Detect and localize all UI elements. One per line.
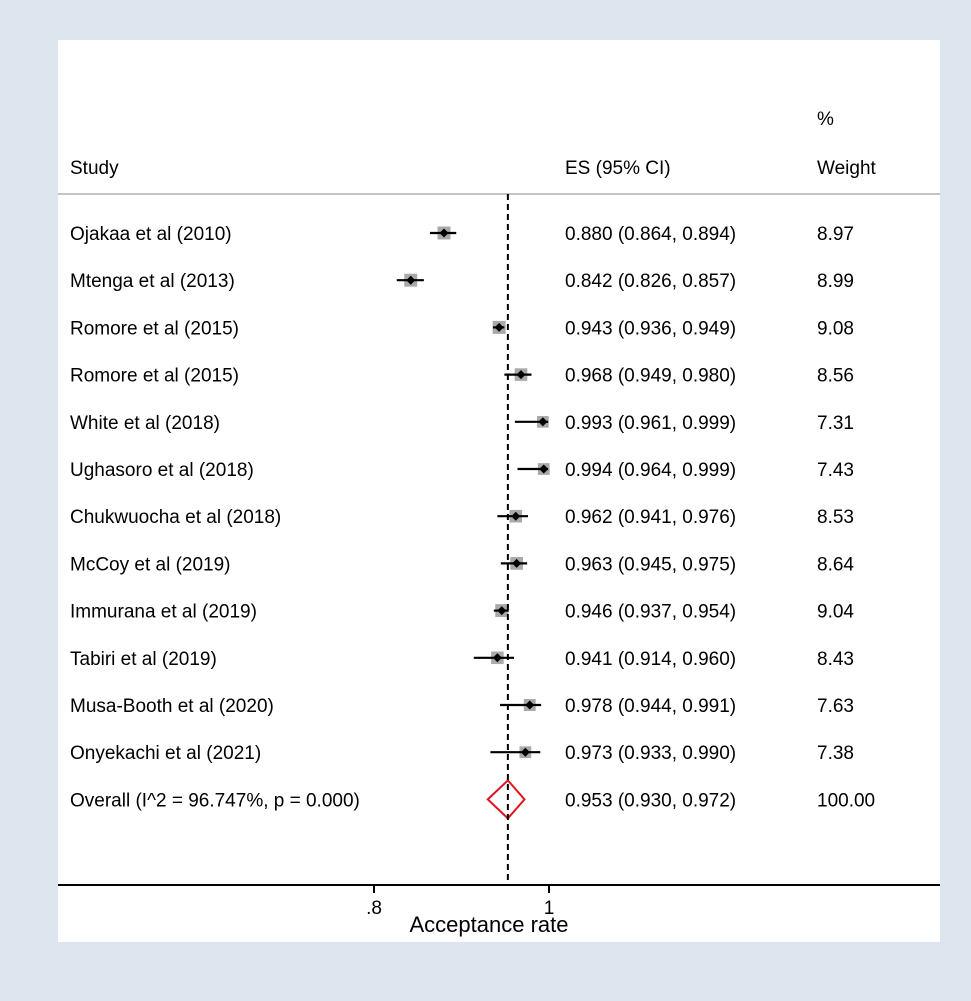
study-point-estimate <box>439 228 449 238</box>
study-label: Romore et al (2015) <box>70 318 239 339</box>
overall-label: Overall (I^2 = 96.747%, p = 0.000) <box>70 790 360 811</box>
study-weight: 9.08 <box>817 318 854 339</box>
study-point-estimate <box>492 653 502 663</box>
study-weight: 8.56 <box>817 366 854 387</box>
study-label: Romore et al (2015) <box>70 366 239 387</box>
x-tick-label: .8 <box>366 898 382 919</box>
study-label: McCoy et al (2019) <box>70 554 231 575</box>
study-weight: 8.99 <box>817 271 854 292</box>
study-point-estimate <box>525 700 535 710</box>
x-axis-ticks: .8 1 <box>366 885 554 919</box>
study-es-ci: 0.968 (0.949, 0.980) <box>565 366 736 387</box>
study-label: Ojakaa et al (2010) <box>70 224 232 245</box>
study-weight: 7.63 <box>817 696 854 717</box>
study-point-estimate <box>538 417 548 427</box>
study-weight: 8.43 <box>817 649 854 670</box>
column-header-study: Study <box>70 158 119 179</box>
study-es-ci: 0.946 (0.937, 0.954) <box>565 602 736 623</box>
x-axis-title: Acceptance rate <box>410 912 569 937</box>
study-weight: 8.97 <box>817 224 854 245</box>
study-point-estimate <box>520 747 530 757</box>
study-point-estimate <box>516 370 526 380</box>
study-es-ci: 0.941 (0.914, 0.960) <box>565 649 736 670</box>
column-header-weight-percent: % <box>817 109 834 130</box>
study-weight: 9.04 <box>817 602 854 623</box>
study-es-ci: 0.993 (0.961, 0.999) <box>565 413 736 434</box>
overall-es-ci: 0.953 (0.930, 0.972) <box>565 790 736 811</box>
study-label: Musa-Booth et al (2020) <box>70 696 274 717</box>
study-es-ci: 0.973 (0.933, 0.990) <box>565 743 736 764</box>
column-header-es: ES (95% CI) <box>565 158 671 179</box>
study-label: Chukwuocha et al (2018) <box>70 507 281 528</box>
study-label: Immurana et al (2019) <box>70 602 257 623</box>
study-point-estimate <box>406 275 416 285</box>
study-es-ci: 0.842 (0.826, 0.857) <box>565 271 736 292</box>
study-point-estimate <box>539 464 549 474</box>
study-es-ci: 0.880 (0.864, 0.894) <box>565 224 736 245</box>
study-point-estimate <box>511 511 521 521</box>
study-es-ci: 0.943 (0.936, 0.949) <box>565 318 736 339</box>
study-weight: 8.64 <box>817 554 854 575</box>
forest-plot-panel: Study ES (95% CI) % Weight Ojakaa et al … <box>58 40 940 942</box>
study-weight: 7.31 <box>817 413 854 434</box>
study-weight: 7.43 <box>817 460 854 481</box>
x-tick-label: 1 <box>544 898 555 919</box>
study-es-ci: 0.994 (0.964, 0.999) <box>565 460 736 481</box>
study-es-ci: 0.963 (0.945, 0.975) <box>565 554 736 575</box>
forest-marks: Ojakaa et al (2010) 0.880 (0.864, 0.894) 8… <box>70 194 875 885</box>
study-weight: 8.53 <box>817 507 854 528</box>
study-label: Mtenga et al (2013) <box>70 271 235 292</box>
column-header-weight: Weight <box>817 158 877 179</box>
study-label: Tabiri et al (2019) <box>70 649 217 670</box>
study-es-ci: 0.978 (0.944, 0.991) <box>565 696 736 717</box>
study-es-ci: 0.962 (0.941, 0.976) <box>565 507 736 528</box>
study-label: Ughasoro et al (2018) <box>70 460 254 481</box>
study-point-estimate <box>497 606 507 616</box>
study-label: Onyekachi et al (2021) <box>70 743 261 764</box>
study-weight: 7.38 <box>817 743 854 764</box>
overall-diamond <box>486 778 526 820</box>
forest-plot: Study ES (95% CI) % Weight Ojakaa et al … <box>58 109 940 937</box>
overall-weight: 100.00 <box>817 790 875 811</box>
study-point-estimate <box>512 558 522 568</box>
study-point-estimate <box>494 322 504 332</box>
study-label: White et al (2018) <box>70 413 220 434</box>
